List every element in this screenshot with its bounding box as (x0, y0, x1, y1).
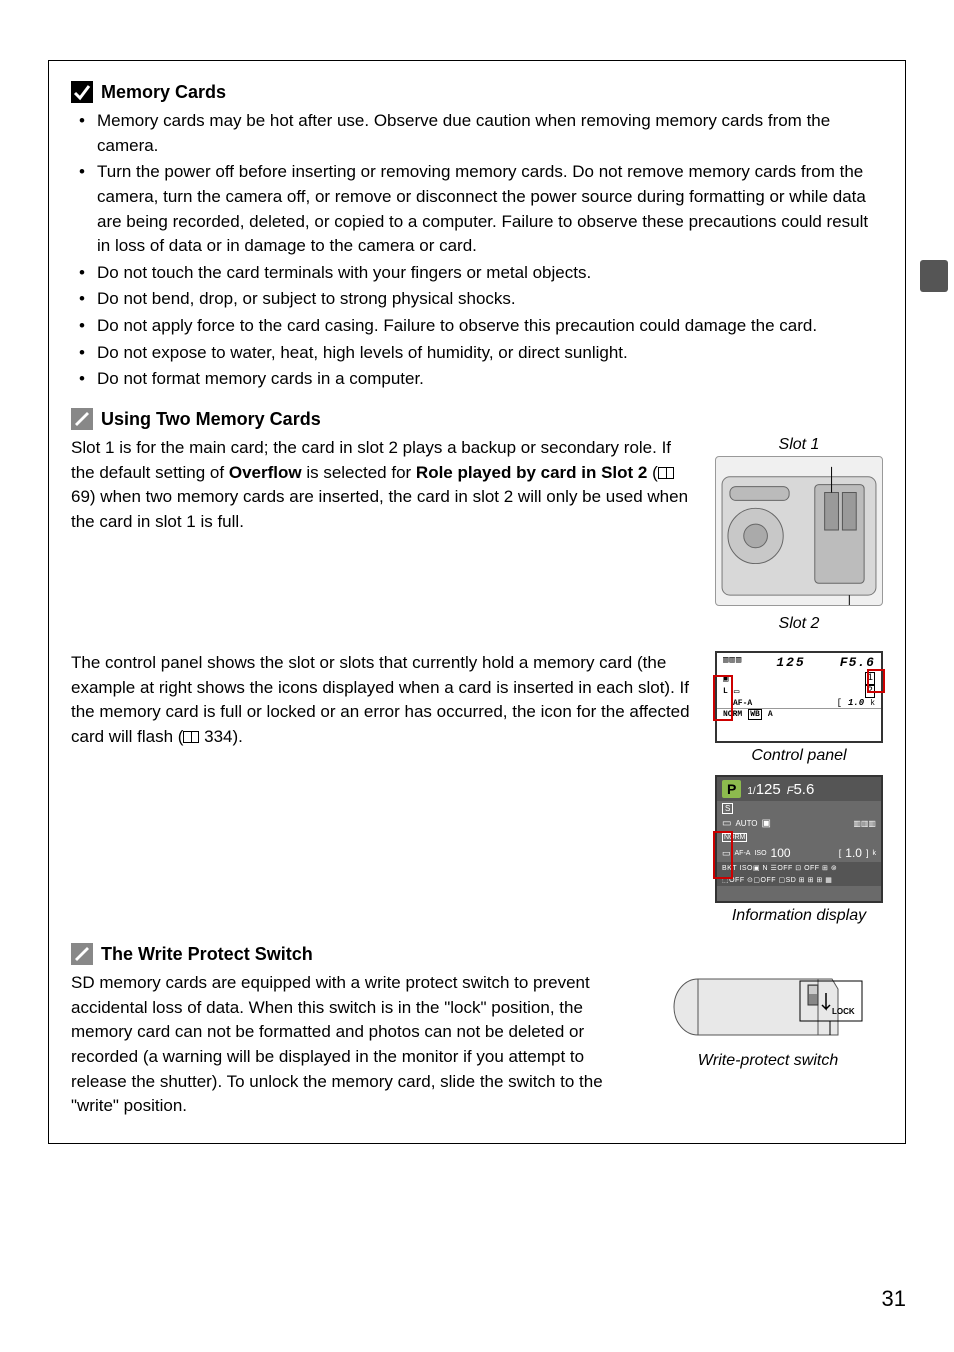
note-icon (71, 408, 93, 430)
page-content-border: Memory Cards Memory cards may be hot aft… (48, 60, 906, 1144)
info-mode: P (722, 780, 741, 798)
highlight-box (713, 675, 733, 721)
side-page-tab (920, 260, 948, 292)
info-display-figure: P 1/125 F5.6 S ▭ AUTO ▣ ▥▥▥ NORM ▭ AF-A (715, 775, 883, 903)
note-icon (71, 943, 93, 965)
info-auto: AUTO (735, 819, 757, 828)
camera-illustration (715, 456, 883, 606)
battery-icon: ▥▥▥ (723, 655, 742, 670)
svg-text:LOCK: LOCK (832, 1007, 855, 1016)
quality-icon: ▭ (734, 687, 739, 697)
page-ref-icon (183, 731, 199, 743)
sd-card-illustration: LOCK (668, 971, 868, 1039)
panels-column: ▥▥▥ 125 F5.6 ▣ 1 L ▭ 2 AF-A [ 1.0k (715, 651, 883, 925)
two-cards-row2: The control panel shows the slot or slot… (71, 651, 883, 925)
two-cards-row1: Slot 1 is for the main card; the card in… (71, 436, 883, 633)
info-s: S (722, 803, 733, 814)
two-cards-para1: Slot 1 is for the main card; the card in… (71, 436, 697, 535)
info-status-row2: ⬚OFF ⊙▢OFF ▢SD ⊞ ⊞ ⊞ ▦ (717, 874, 881, 886)
bullet-item: Do not touch the card terminals with you… (71, 261, 883, 286)
page-number: 31 (882, 1286, 906, 1312)
slot2-label: Slot 2 (715, 615, 883, 633)
info-aperture: 5.6 (793, 781, 814, 798)
info-k: k (873, 850, 877, 857)
text-fragment: 69) when two memory cards are inserted, … (71, 487, 688, 531)
write-protect-caption: Write-protect switch (653, 1052, 883, 1070)
highlight-box (713, 831, 733, 879)
card-slot-icon: ▭ (722, 818, 731, 829)
info-afa: AF-A (735, 850, 751, 857)
memory-cards-heading: Memory Cards (71, 81, 883, 103)
info-shutter-pre: 1/ (747, 786, 755, 797)
lcd-a: A (768, 710, 773, 719)
control-panel-figure: ▥▥▥ 125 F5.6 ▣ 1 L ▭ 2 AF-A [ 1.0k (715, 651, 883, 743)
lcd-af: AF-A (733, 699, 752, 708)
control-panel-caption: Control panel (715, 747, 883, 765)
info-status-row1: BKT ISO▣ N ☰OFF ⊡ OFF ⊞ ⊚ (717, 862, 881, 874)
info-bracket: [ (839, 848, 842, 858)
lcd-wb: WB (748, 709, 762, 720)
info-display-caption: Information display (715, 907, 883, 925)
highlight-box (867, 669, 885, 693)
bullet-item: Do not expose to water, heat, high level… (71, 341, 883, 366)
bullet-item: Do not apply force to the card casing. F… (71, 314, 883, 339)
text-fragment-bold: Role played by card in Slot 2 (416, 463, 647, 482)
bullet-item: Memory cards may be hot after use. Obser… (71, 109, 883, 158)
page-ref-icon (658, 467, 674, 479)
write-protect-para: SD memory cards are equipped with a writ… (71, 971, 635, 1119)
focus-icon: ▣ (762, 818, 771, 829)
bullet-item: Do not format memory cards in a computer… (71, 367, 883, 392)
bullet-item: Do not bend, drop, or subject to strong … (71, 287, 883, 312)
camera-slot-figure: Slot 1 Slot 2 (715, 436, 883, 633)
write-protect-heading: The Write Protect Switch (71, 943, 883, 965)
slot1-label: Slot 1 (715, 436, 883, 454)
text-fragment: ( (647, 463, 657, 482)
lcd-aperture: F5.6 (840, 655, 875, 670)
info-bracket-r: ] (866, 848, 869, 858)
text-fragment-bold: Overflow (229, 463, 302, 482)
info-shutter: 125 (756, 781, 781, 798)
memory-cards-title: Memory Cards (101, 82, 226, 103)
battery-icon: ▥▥▥ (853, 819, 876, 828)
info-remaining: 1.0 (845, 846, 862, 860)
text-fragment: 334). (199, 727, 242, 746)
two-cards-para2: The control panel shows the slot or slot… (71, 651, 697, 750)
write-protect-title: The Write Protect Switch (101, 944, 313, 965)
text-fragment: The control panel shows the slot or slot… (71, 653, 690, 746)
lcd-remaining: 1.0 (848, 698, 864, 708)
sd-card-figure: LOCK Write-protect switch (653, 971, 883, 1070)
caution-icon (71, 81, 93, 103)
info-iso-label: ISO (754, 850, 766, 857)
lcd-k: k (870, 699, 875, 708)
lcd-shutter: 125 (776, 655, 805, 670)
two-cards-title: Using Two Memory Cards (101, 409, 321, 430)
memory-cards-bullets: Memory cards may be hot after use. Obser… (71, 109, 883, 392)
text-fragment: is selected for (302, 463, 416, 482)
two-cards-heading: Using Two Memory Cards (71, 408, 883, 430)
info-iso: 100 (771, 846, 791, 860)
lcd-bracket: [ (837, 698, 842, 708)
bullet-item: Turn the power off before inserting or r… (71, 160, 883, 259)
write-protect-row: SD memory cards are equipped with a writ… (71, 971, 883, 1119)
